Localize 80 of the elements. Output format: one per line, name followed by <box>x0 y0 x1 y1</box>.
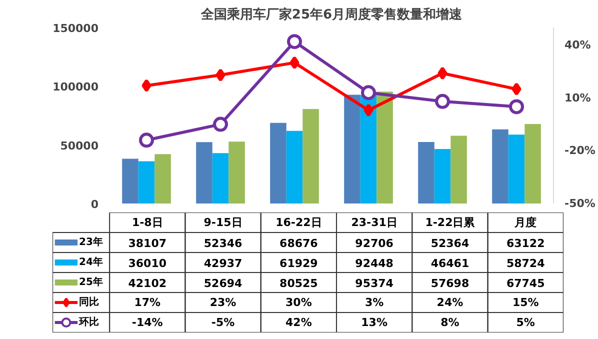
chart-title: 全国乘用车厂家25年6月周度零售数量和增速 <box>200 6 464 22</box>
data-label: 68676 <box>280 237 318 250</box>
y-tick-label: 100000 <box>52 80 99 94</box>
point <box>287 34 302 50</box>
data-label: 36010 <box>128 257 167 270</box>
data-label: 57698 <box>430 277 470 290</box>
y-tick-label: 150000 <box>52 22 99 35</box>
point <box>213 116 228 132</box>
legend-label: 25年 <box>79 276 103 288</box>
data-label: 42102 <box>128 277 167 290</box>
data-label: 58724 <box>506 257 546 270</box>
y2-tick-label: -50% <box>564 197 596 210</box>
point <box>438 66 448 80</box>
point <box>364 104 374 117</box>
y2-tick-label: 40% <box>564 38 591 52</box>
data-label: 23% <box>210 296 236 309</box>
data-label: 42% <box>286 316 312 329</box>
data-label: 3% <box>364 296 384 309</box>
bar <box>286 130 303 204</box>
point <box>290 56 300 70</box>
data-label: 92448 <box>355 257 394 270</box>
y2-tick-label: -20% <box>564 144 596 158</box>
x-tick-label: 23-31日 <box>351 216 398 229</box>
data-label: 15% <box>512 296 539 309</box>
bar <box>524 124 541 204</box>
data-label: 30% <box>286 296 312 309</box>
y-tick-label: 0 <box>90 198 99 211</box>
data-label: 80525 <box>280 277 318 290</box>
bar <box>270 122 286 204</box>
bar <box>196 142 212 204</box>
x-tick-label: 1-22日累 <box>425 216 476 229</box>
data-label: 63122 <box>506 237 545 250</box>
point <box>435 94 450 109</box>
data-label: 52364 <box>430 237 470 250</box>
point <box>361 85 376 100</box>
data-label: -14% <box>132 316 163 329</box>
bar <box>212 153 229 204</box>
x-tick-label: 月度 <box>514 216 537 229</box>
x-tick-label: 1-8日 <box>132 216 163 229</box>
data-label: 24% <box>436 296 464 309</box>
data-label: 67745 <box>506 277 545 290</box>
data-label: 13% <box>361 316 388 329</box>
point <box>509 99 524 114</box>
data-label: 8% <box>440 316 460 329</box>
legend-label: 23年 <box>79 236 103 248</box>
x-tick-label: 9-15日 <box>204 216 242 229</box>
bar <box>434 148 451 204</box>
point <box>142 79 152 92</box>
x-tick-label: 16-22日 <box>276 216 322 229</box>
data-label: -5% <box>211 316 235 329</box>
bar <box>492 129 508 204</box>
legend-label: 24年 <box>79 256 103 268</box>
y2-tick-label: 10% <box>564 91 591 104</box>
bar <box>154 154 171 204</box>
data-label: 95374 <box>355 277 394 290</box>
data-label: 42937 <box>204 257 242 270</box>
bar <box>376 92 393 204</box>
bar <box>360 95 377 204</box>
bar <box>344 94 360 204</box>
data-label: 5% <box>516 316 535 329</box>
point <box>512 82 522 96</box>
data-label: 17% <box>134 296 161 309</box>
bar <box>418 142 434 204</box>
data-label: 92706 <box>355 237 394 250</box>
data-label: 38107 <box>128 237 167 250</box>
bar <box>138 161 155 204</box>
legend-label: 同比 <box>79 296 100 308</box>
bar <box>228 142 245 204</box>
data-label: 52346 <box>204 237 243 250</box>
point <box>216 68 226 82</box>
bar <box>508 134 525 204</box>
bar <box>450 136 467 204</box>
data-label: 61929 <box>280 257 318 270</box>
bar <box>122 158 138 204</box>
point <box>139 132 154 148</box>
legend-label: 环比 <box>78 316 100 328</box>
data-label: 46461 <box>430 257 470 270</box>
data-label: 52694 <box>204 277 243 290</box>
y-tick-label: 50000 <box>60 139 99 152</box>
bar <box>302 109 319 204</box>
